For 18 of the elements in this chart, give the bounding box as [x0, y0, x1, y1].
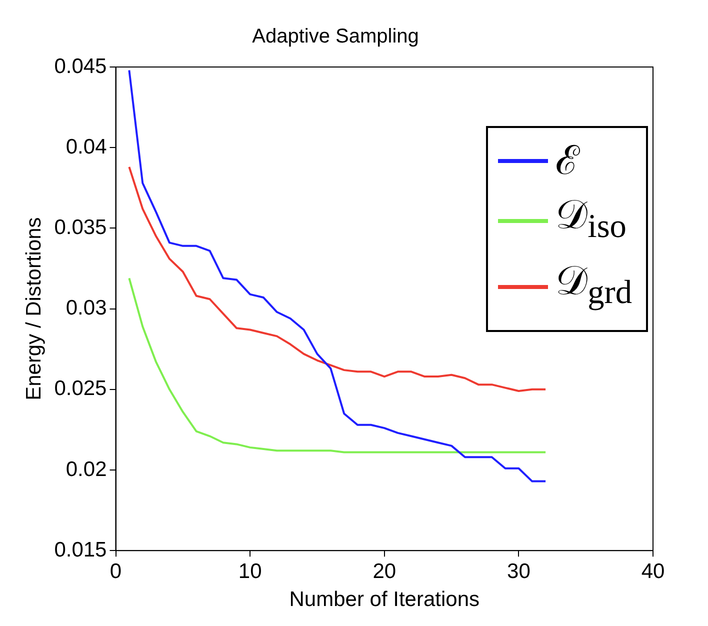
y-tick-label: 0.045 [54, 54, 107, 78]
x-axis-title: Number of Iterations [289, 588, 480, 612]
y-tick-label: 0.03 [66, 296, 107, 320]
x-tick-label: 10 [238, 560, 262, 583]
y-tick-label: 0.04 [66, 135, 108, 158]
y-tick-label: 0.015 [54, 538, 107, 562]
legend-label: 𝒟$_{grd}$ [556, 257, 632, 313]
x-tick-label: 30 [507, 560, 530, 583]
legend-label: ℰ [556, 137, 580, 185]
x-tick-label: 0 [110, 560, 122, 583]
y-tick-label: 0.025 [54, 377, 107, 400]
x-tick-label: 40 [641, 560, 665, 583]
y-axis-title: Energy / Distortions [22, 217, 46, 400]
y-tick-label: 0.02 [66, 458, 107, 481]
x-tick-label: 20 [372, 560, 396, 583]
y-tick-label: 0.035 [54, 216, 107, 239]
chart-title: Adaptive Sampling [252, 26, 419, 48]
legend-label: 𝒟$_{iso}$ [556, 191, 626, 247]
